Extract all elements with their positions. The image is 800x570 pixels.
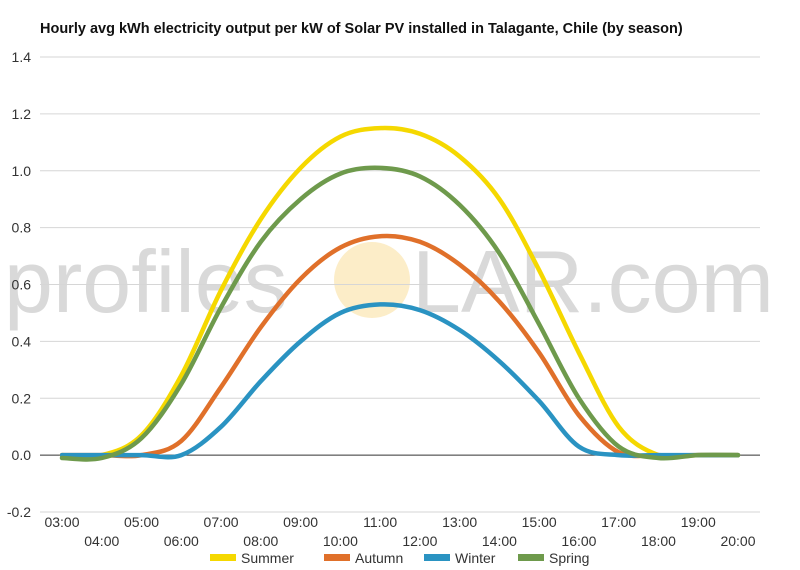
x-tick-label: 03:00 <box>44 514 79 530</box>
legend: Summer Autumn Winter Spring <box>210 550 589 566</box>
x-tick-label: 11:00 <box>363 514 397 530</box>
y-tick-label: 1.2 <box>12 106 32 122</box>
watermark: profiles LAR.com <box>4 232 774 331</box>
x-tick-label: 14:00 <box>482 533 517 549</box>
y-tick-label: 0.0 <box>12 447 32 463</box>
legend-swatch-spring <box>518 554 544 561</box>
x-tick-label: 06:00 <box>164 533 199 549</box>
x-tick-label: 04:00 <box>84 533 119 549</box>
legend-swatch-autumn <box>324 554 350 561</box>
legend-label-winter: Winter <box>455 550 496 566</box>
y-tick-label: 0.6 <box>12 277 32 293</box>
series-line-spring <box>59 165 741 462</box>
x-tick-label: 07:00 <box>204 514 239 530</box>
y-tick-label: 1.0 <box>12 163 32 179</box>
x-tick-label: 10:00 <box>323 533 358 549</box>
y-tick-label: -0.2 <box>7 504 31 520</box>
y-tick-label: 0.4 <box>12 333 32 349</box>
watermark-text-left: profiles <box>4 232 288 331</box>
legend-swatch-summer <box>210 554 236 561</box>
y-axis-ticks: -0.2 0.0 0.2 0.4 0.6 0.8 1.0 1.2 1.4 <box>7 49 31 520</box>
x-tick-label: 17:00 <box>601 514 636 530</box>
legend-swatch-winter <box>424 554 450 561</box>
x-tick-label: 18:00 <box>641 533 676 549</box>
legend-label-spring: Spring <box>549 550 589 566</box>
x-tick-label: 19:00 <box>681 514 716 530</box>
x-tick-label: 20:00 <box>720 533 755 549</box>
y-tick-label: 0.8 <box>12 220 32 236</box>
legend-label-autumn: Autumn <box>355 550 403 566</box>
watermark-sun-icon <box>334 242 410 318</box>
x-tick-label: 15:00 <box>522 514 557 530</box>
x-tick-label: 12:00 <box>402 533 437 549</box>
x-tick-label: 09:00 <box>283 514 318 530</box>
x-tick-label: 13:00 <box>442 514 477 530</box>
x-tick-label: 16:00 <box>561 533 596 549</box>
series-lines <box>59 125 741 462</box>
x-tick-label: 08:00 <box>243 533 278 549</box>
y-tick-label: 0.2 <box>12 390 32 406</box>
y-tick-label: 1.4 <box>12 49 32 65</box>
series-line-summer <box>59 125 741 460</box>
grid <box>40 56 760 513</box>
watermark-text-right: LAR.com <box>412 232 774 331</box>
series-line-autumn <box>59 233 741 459</box>
x-tick-label: 05:00 <box>124 514 159 530</box>
series-line-winter <box>59 302 741 460</box>
legend-label-summer: Summer <box>241 550 294 566</box>
chart-title: Hourly avg kWh electricity output per kW… <box>40 21 683 37</box>
